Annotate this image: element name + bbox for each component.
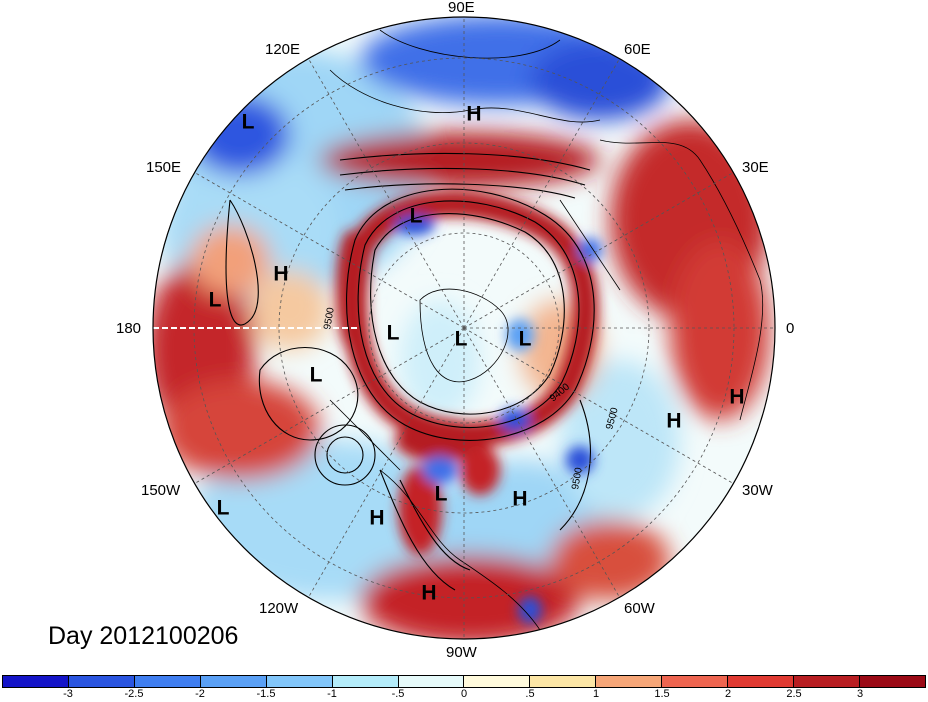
colorbar-tick-label: 2.5 — [786, 688, 802, 700]
colorbar-segment — [728, 676, 795, 687]
lon-label-60w: 60W — [624, 600, 655, 617]
lon-label-30w: 30W — [742, 482, 773, 499]
high-pressure-marker: H — [729, 385, 745, 409]
lon-label-150w: 150W — [141, 482, 181, 499]
colorbar-segment — [266, 676, 333, 687]
low-pressure-marker: L — [309, 363, 323, 387]
map-title: Day 2012100206 — [48, 622, 239, 650]
colorbar-tick-label: -2.5 — [124, 688, 144, 700]
high-pressure-marker: H — [273, 262, 289, 286]
colorbar-tick-label: 3 — [856, 688, 864, 700]
low-pressure-marker: L — [386, 321, 400, 345]
low-pressure-marker: L — [241, 110, 255, 134]
lon-label-180: 180 — [116, 320, 142, 337]
contour-label: 9500 — [322, 306, 337, 330]
map-boundary — [152, 16, 776, 640]
low-pressure-marker: L — [208, 288, 222, 312]
colorbar-segment — [134, 676, 201, 687]
colorbar-segment — [530, 676, 597, 687]
high-pressure-marker: H — [369, 506, 385, 530]
colorbar — [2, 675, 926, 688]
high-pressure-marker: H — [512, 487, 528, 511]
colorbar-tick-label: 1 — [592, 688, 600, 700]
colorbar-tick-label: -1.5 — [256, 688, 276, 700]
colorbar-segment — [398, 676, 465, 687]
colorbar-segment — [794, 676, 860, 687]
lon-label-150e: 150E — [146, 159, 182, 176]
height-contours — [225, 152, 595, 591]
colorbar-tick-label: -2 — [195, 688, 205, 700]
lon-label-90e: 90E — [448, 0, 475, 16]
low-pressure-marker: L — [216, 496, 230, 520]
colorbar-segment — [662, 676, 729, 687]
colorbar-segment — [68, 676, 135, 687]
lon-label-120w: 120W — [259, 600, 299, 617]
colorbar-tick-label: 2 — [724, 688, 732, 700]
colorbar-segment — [464, 676, 531, 687]
lon-label-0: 0 — [786, 320, 795, 337]
colorbar-tick-label: 1.5 — [654, 688, 670, 700]
contour-label: 9500 — [570, 466, 585, 490]
low-pressure-marker: L — [434, 482, 448, 506]
colorbar-segment — [3, 676, 69, 687]
high-pressure-marker: H — [466, 102, 482, 126]
colorbar-segment — [859, 676, 925, 687]
colorbar-tick-label: -1 — [327, 688, 337, 700]
low-pressure-marker: L — [454, 327, 468, 351]
lon-label-30e: 30E — [742, 159, 769, 176]
colorbar-tick-label: -3 — [63, 688, 73, 700]
colorbar-tick-label: 0 — [460, 688, 468, 700]
lon-label-120e: 120E — [265, 41, 301, 58]
colorbar-tick-label: -.5 — [391, 688, 405, 700]
lon-label-60e: 60E — [624, 41, 651, 58]
low-pressure-marker: L — [518, 327, 532, 351]
lon-label-90w: 90W — [446, 644, 477, 661]
low-pressure-marker: L — [409, 204, 423, 228]
colorbar-tick-label: .5 — [525, 688, 535, 700]
coastlines — [329, 29, 764, 631]
colorbar-segment — [200, 676, 267, 687]
high-pressure-marker: H — [421, 581, 437, 605]
colorbar-segment — [332, 676, 399, 687]
colorbar-segment — [596, 676, 663, 687]
high-pressure-marker: H — [666, 409, 682, 433]
